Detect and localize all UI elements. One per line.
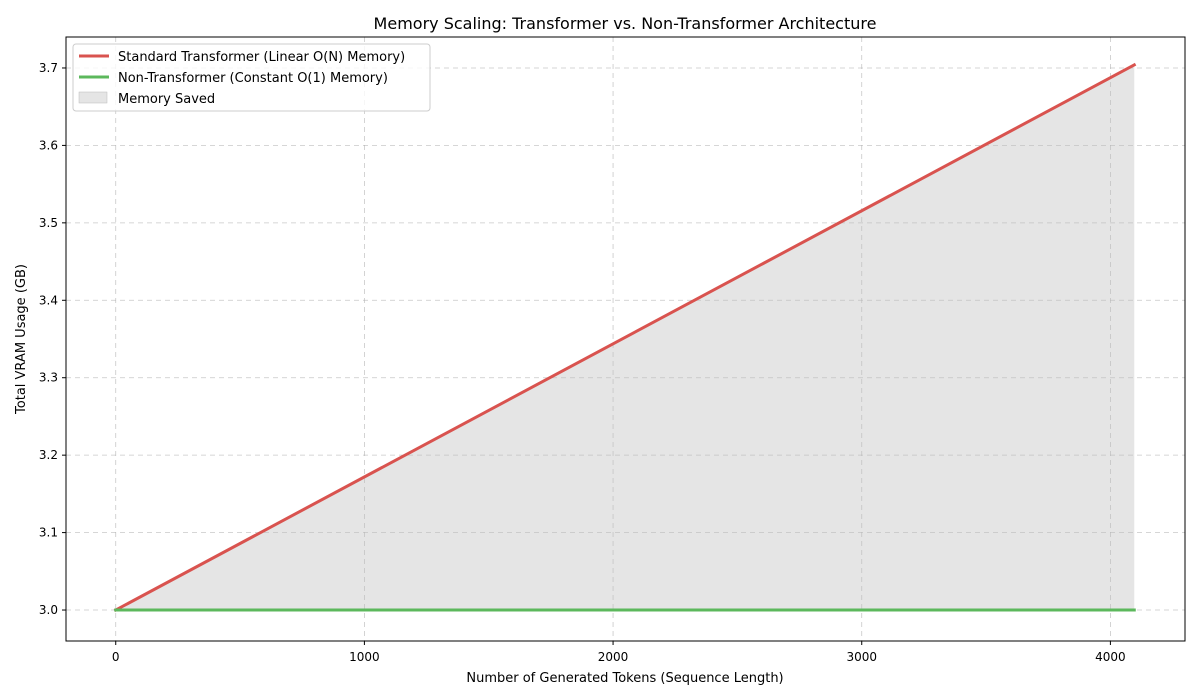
y-tick-label: 3.4 [39,293,58,307]
x-tick-label: 1000 [349,650,380,664]
x-tick-label: 4000 [1095,650,1126,664]
y-tick-label: 3.5 [39,216,58,230]
y-tick-label: 3.1 [39,526,58,540]
x-tick-label: 2000 [598,650,629,664]
chart-title: Memory Scaling: Transformer vs. Non-Tran… [374,14,877,33]
y-tick-label: 3.6 [39,138,58,152]
legend-swatch-memory-saved [79,92,107,103]
y-axis-label: Total VRAM Usage (GB) [14,264,29,415]
y-tick-label: 3.7 [39,61,58,75]
x-tick-label: 3000 [846,650,877,664]
legend: Standard Transformer (Linear O(N) Memory… [73,44,430,111]
x-ticks: 0 1000 2000 3000 4000 [112,641,1126,664]
legend-label-non-transformer: Non-Transformer (Constant O(1) Memory) [118,71,388,86]
y-tick-label: 3.2 [39,448,58,462]
x-tick-label: 0 [112,650,120,664]
x-axis-label: Number of Generated Tokens (Sequence Len… [466,671,783,686]
y-tick-label: 3.3 [39,371,58,385]
y-ticks: 3.0 3.1 3.2 3.3 3.4 3.5 3.6 3.7 [39,61,66,617]
legend-label-memory-saved: Memory Saved [118,92,215,107]
y-tick-label: 3.0 [39,603,58,617]
legend-label-transformer: Standard Transformer (Linear O(N) Memory… [118,50,405,65]
